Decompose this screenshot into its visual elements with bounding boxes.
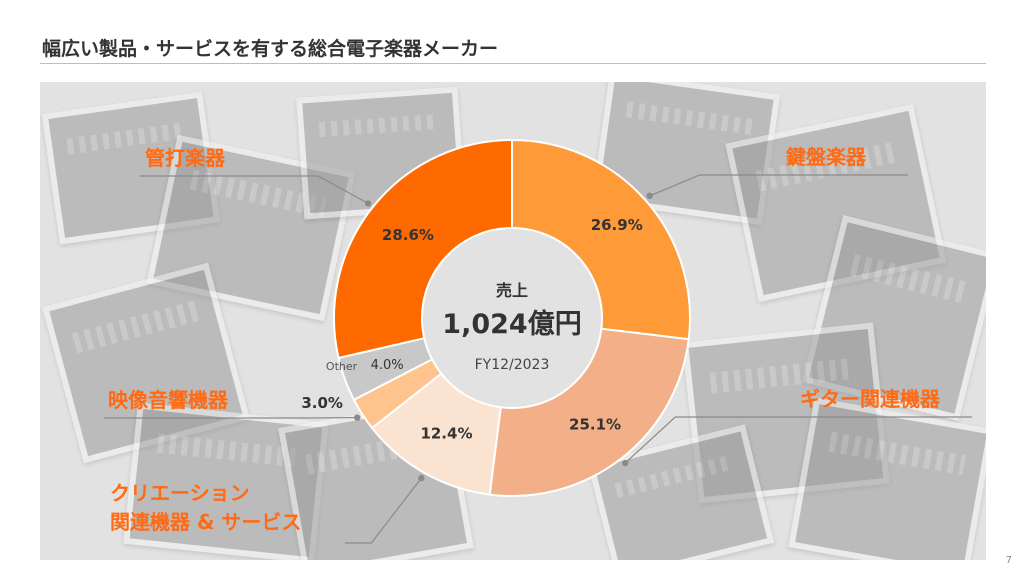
slice-value-label-3: 12.4%: [420, 425, 472, 443]
leader-dot-6: [364, 200, 372, 207]
slice-category-label-3: クリエーション関連機器 & サービス: [110, 481, 301, 534]
slice-category-label-other: Other: [326, 360, 358, 373]
pie-slice-2: [488, 327, 690, 497]
center-label: 売上: [496, 281, 528, 300]
slice-category-label-1: 鍵盤楽器: [786, 145, 867, 169]
leader-dot-1: [646, 192, 653, 200]
slice-category-label-4: 映像音響機器: [108, 388, 229, 412]
title-divider: [40, 63, 986, 64]
slice-value-label-5: 4.0%: [371, 358, 404, 373]
slice-value-label-6: 28.6%: [382, 226, 434, 244]
leader-line-1: [649, 174, 908, 197]
leader-line-6: [140, 175, 369, 204]
slice-category-label-2: ギター関連機器: [800, 387, 941, 411]
leader-line-2: [624, 416, 972, 464]
leader-dot-2: [622, 459, 629, 467]
leader-dot-3: [418, 474, 425, 482]
center-value: 1,024億円: [442, 309, 581, 340]
page-title: 幅広い製品・サービスを有する総合電子楽器メーカー: [42, 38, 499, 60]
leader-dot-4: [354, 414, 361, 421]
slice-value-label-1: 26.9%: [591, 216, 643, 234]
page-number: 7: [1005, 555, 1012, 566]
pie-slice-6: [333, 138, 513, 360]
pie-slice-1: [511, 138, 691, 341]
slice-category-label-6: 管打楽器: [145, 146, 226, 170]
slice-value-label-4: 3.0%: [301, 394, 343, 412]
leader-line-3: [345, 477, 422, 544]
center-period: FY12/2023: [475, 357, 550, 373]
slice-value-label-2: 25.1%: [569, 415, 621, 433]
